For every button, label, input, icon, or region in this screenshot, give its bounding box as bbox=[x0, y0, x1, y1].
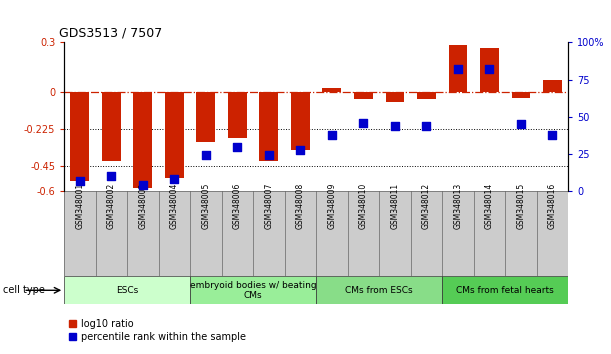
Bar bbox=[197, 92, 216, 142]
Bar bbox=[291, 92, 310, 150]
Text: CMs from ESCs: CMs from ESCs bbox=[345, 286, 413, 295]
Text: GSM348015: GSM348015 bbox=[516, 183, 525, 229]
Point bbox=[138, 182, 148, 188]
Text: GSM348010: GSM348010 bbox=[359, 183, 368, 229]
Text: GSM348009: GSM348009 bbox=[327, 183, 337, 229]
Point bbox=[359, 120, 368, 126]
Bar bbox=[354, 92, 373, 99]
Text: embryoid bodies w/ beating
CMs: embryoid bodies w/ beating CMs bbox=[190, 281, 316, 300]
Text: GSM348004: GSM348004 bbox=[170, 183, 179, 229]
Bar bbox=[64, 276, 190, 304]
Bar bbox=[417, 92, 436, 99]
Text: ESCs: ESCs bbox=[116, 286, 138, 295]
Point bbox=[327, 132, 337, 137]
Bar bbox=[448, 45, 467, 92]
Point bbox=[422, 123, 431, 129]
Text: GSM348007: GSM348007 bbox=[265, 183, 274, 229]
Bar bbox=[316, 276, 442, 304]
Bar bbox=[543, 80, 562, 92]
Point bbox=[233, 144, 243, 149]
Bar bbox=[190, 276, 316, 304]
Text: GSM348005: GSM348005 bbox=[202, 183, 210, 229]
Text: GSM348003: GSM348003 bbox=[139, 183, 147, 229]
Point bbox=[106, 173, 116, 179]
Bar bbox=[260, 92, 279, 161]
Point bbox=[169, 176, 179, 182]
Bar bbox=[102, 92, 121, 161]
Text: GSM348012: GSM348012 bbox=[422, 183, 431, 229]
Bar bbox=[70, 92, 89, 181]
Bar bbox=[511, 92, 530, 98]
Bar bbox=[386, 92, 404, 102]
Text: GSM348013: GSM348013 bbox=[453, 183, 463, 229]
Text: GSM348016: GSM348016 bbox=[548, 183, 557, 229]
Bar bbox=[228, 92, 247, 138]
Point bbox=[547, 132, 557, 137]
Point bbox=[264, 153, 274, 158]
Point bbox=[390, 123, 400, 129]
Bar bbox=[323, 88, 342, 92]
Text: cell type: cell type bbox=[3, 285, 45, 295]
Point bbox=[453, 67, 463, 72]
Bar bbox=[133, 92, 152, 188]
Point bbox=[75, 178, 85, 184]
Point bbox=[201, 153, 211, 158]
Text: GSM348006: GSM348006 bbox=[233, 183, 242, 229]
Text: GSM348002: GSM348002 bbox=[107, 183, 116, 229]
Bar bbox=[165, 92, 184, 178]
Text: CMs from fetal hearts: CMs from fetal hearts bbox=[456, 286, 554, 295]
Point bbox=[296, 147, 306, 152]
Text: GDS3513 / 7507: GDS3513 / 7507 bbox=[59, 27, 163, 40]
Point bbox=[485, 67, 494, 72]
Text: GSM348008: GSM348008 bbox=[296, 183, 305, 229]
Bar bbox=[442, 276, 568, 304]
Point bbox=[516, 121, 526, 127]
Text: GSM348001: GSM348001 bbox=[75, 183, 84, 229]
Bar bbox=[480, 48, 499, 92]
Legend: log10 ratio, percentile rank within the sample: log10 ratio, percentile rank within the … bbox=[69, 319, 246, 342]
Text: GSM348014: GSM348014 bbox=[485, 183, 494, 229]
Text: GSM348011: GSM348011 bbox=[390, 183, 400, 229]
